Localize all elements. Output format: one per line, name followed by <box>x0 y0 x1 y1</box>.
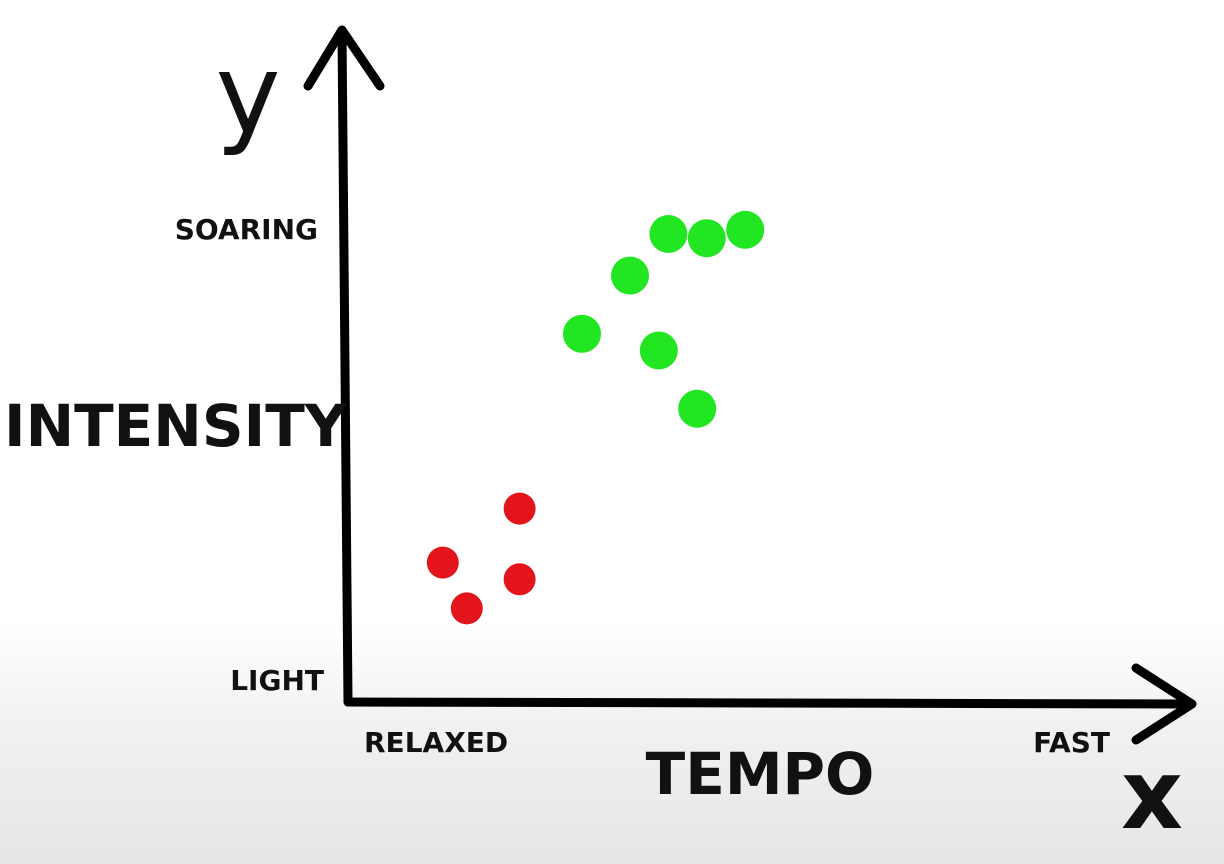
x-tick-label-low: RELAXED <box>364 726 508 759</box>
red-data-point-1 <box>426 546 459 579</box>
y-axis-symbol: y <box>215 30 280 158</box>
red-data-point-4 <box>503 563 536 596</box>
green-data-point-4 <box>639 331 678 370</box>
y-axis-title: INTENSITY <box>4 392 348 460</box>
x-axis-line <box>343 697 1193 709</box>
y-axis-arrowhead <box>303 25 385 91</box>
green-data-point-5 <box>678 389 717 428</box>
y-tick-label-low: LIGHT <box>230 664 324 697</box>
y-tick-label-high: SOARING <box>175 213 318 246</box>
x-axis-arrowhead <box>1131 663 1197 745</box>
x-tick-label-high: FAST <box>1033 726 1110 759</box>
green-data-point-2 <box>611 256 649 295</box>
axes <box>303 25 1197 745</box>
data-points <box>426 210 765 625</box>
red-data-point-3 <box>503 492 536 525</box>
x-axis-symbol: x <box>1121 739 1183 851</box>
green-data-point-7 <box>726 210 765 249</box>
green-data-point-6 <box>687 219 726 258</box>
green-data-point-1 <box>563 314 601 353</box>
green-data-point-3 <box>649 215 688 253</box>
x-axis-title: TEMPO <box>646 740 875 808</box>
red-data-point-2 <box>450 592 483 625</box>
y-axis-line <box>337 29 353 707</box>
